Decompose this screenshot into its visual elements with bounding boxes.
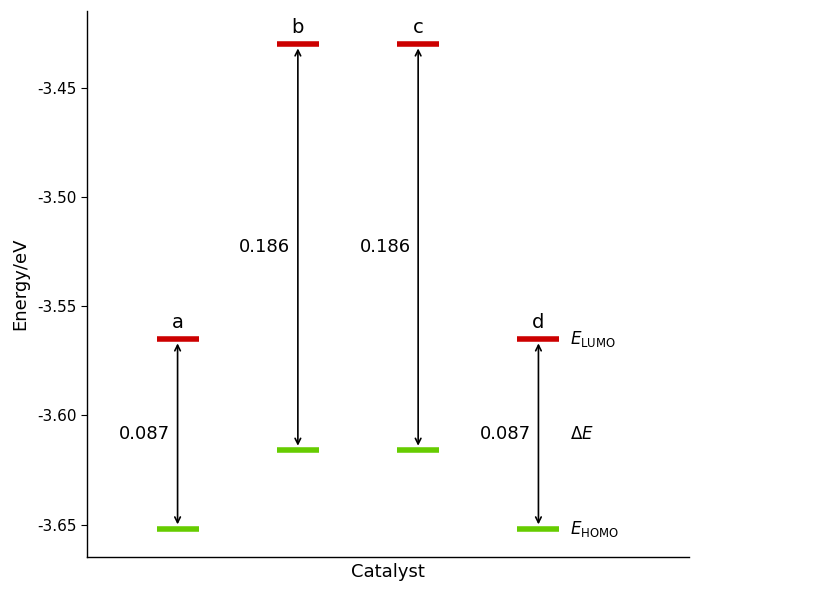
Text: $\Delta E$: $\Delta E$ <box>570 425 594 443</box>
Text: a: a <box>171 313 183 332</box>
Text: 0.087: 0.087 <box>119 425 170 443</box>
X-axis label: Catalyst: Catalyst <box>351 563 425 581</box>
Text: $E_{\rm LUMO}$: $E_{\rm LUMO}$ <box>570 329 617 349</box>
Text: 0.186: 0.186 <box>239 238 291 256</box>
Text: $E_{\rm HOMO}$: $E_{\rm HOMO}$ <box>570 519 619 539</box>
Text: 0.186: 0.186 <box>360 238 411 256</box>
Text: d: d <box>533 313 544 332</box>
Text: 0.087: 0.087 <box>480 425 531 443</box>
Text: c: c <box>412 18 423 37</box>
Text: b: b <box>291 18 304 37</box>
Y-axis label: Energy/eV: Energy/eV <box>11 238 29 330</box>
